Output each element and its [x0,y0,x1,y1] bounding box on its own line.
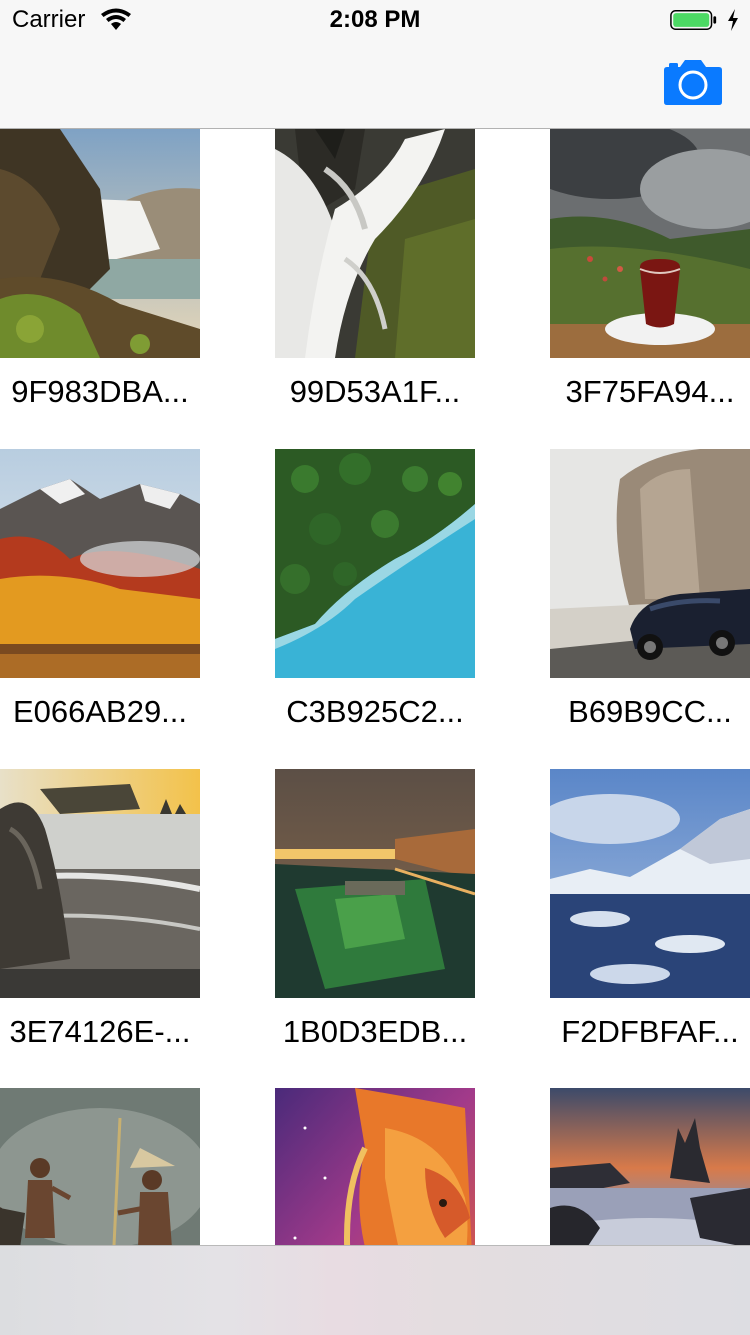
photo-cell[interactable] [0,1088,200,1245]
photo-cell[interactable]: B69B9CC... [550,449,750,769]
photo-caption: F2DFBFAF... [561,1014,739,1049]
photo-caption: 99D53A1F... [289,374,461,409]
photo-cell[interactable]: 1B0D3EDB... [275,769,475,1089]
photo-caption: E066AB29... [12,694,188,729]
photo-thumbnail[interactable] [275,1088,475,1245]
photo-thumbnail[interactable] [0,769,200,998]
photo-caption: B69B9CC... [568,694,732,729]
photo-cell[interactable] [275,1088,475,1245]
photo-cell[interactable]: 3E74126E-... [0,769,200,1089]
photo-caption: 9F983DBA... [11,374,189,409]
photo-thumbnail[interactable] [275,449,475,678]
photo-thumbnail[interactable] [0,129,200,358]
status-time: 2:08 PM [329,6,421,33]
photo-thumbnail[interactable] [550,129,750,358]
photo-thumbnail[interactable] [0,1088,200,1245]
navigation-bar [0,40,750,129]
photo-thumbnail[interactable] [0,449,200,678]
photo-caption: 3F75FA94... [565,374,735,409]
battery-icon [670,10,717,30]
wifi-icon [101,8,131,30]
photo-cell[interactable]: C3B925C2... [275,449,475,769]
photo-thumbnail[interactable] [275,129,475,358]
camera-icon[interactable] [660,58,726,108]
photo-cell[interactable]: 9F983DBA... [0,129,200,449]
photo-caption: 1B0D3EDB... [282,1014,468,1049]
photo-thumbnail[interactable] [550,769,750,998]
photo-caption: C3B925C2... [286,694,464,729]
photo-cell[interactable]: 99D53A1F... [275,129,475,449]
bottom-toolbar [0,1245,750,1335]
photo-thumbnail[interactable] [550,1088,750,1245]
photo-caption: 3E74126E-... [9,1014,191,1049]
photo-grid: 9F983DBA... 99D53A1F... [0,129,750,1245]
photo-cell[interactable]: F2DFBFAF... [550,769,750,1089]
photo-thumbnail[interactable] [550,449,750,678]
charging-bolt-icon [728,9,738,31]
status-bar: Carrier 2:08 PM [0,0,750,40]
photo-cell[interactable] [550,1088,750,1245]
photo-thumbnail[interactable] [275,769,475,998]
carrier-label: Carrier [12,6,86,33]
photo-cell[interactable]: 3F75FA94... [550,129,750,449]
photo-cell[interactable]: E066AB29... [0,449,200,769]
